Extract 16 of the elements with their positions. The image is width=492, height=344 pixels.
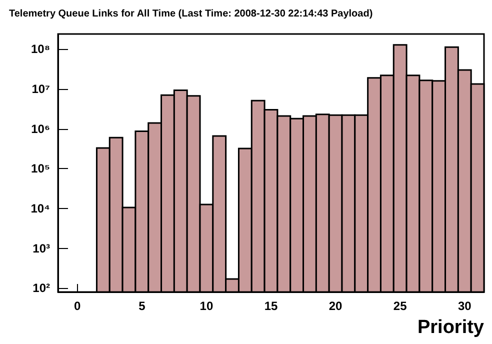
chart-title: Telemetry Queue Links for All Time (Last Time: 2008-12-30 22:14:43 Payload) [9, 8, 373, 20]
x-tick-label: 0 [74, 299, 82, 313]
y-tick-label: 10⁷ [32, 82, 50, 96]
x-tick-label: 20 [328, 299, 343, 313]
y-tick-label: 10⁴ [30, 201, 50, 216]
x-tick-label: 25 [393, 299, 408, 313]
y-tick-label: 10⁵ [31, 162, 50, 176]
x-axis-title: Priority [417, 317, 484, 338]
x-tick-label: 30 [458, 299, 472, 313]
y-tick-label: 10² [32, 281, 50, 296]
x-tick-label: 5 [138, 299, 146, 313]
y-tick-label: 10⁶ [31, 122, 50, 136]
x-tick-label: 15 [264, 299, 278, 313]
x-tick-label: 10 [200, 299, 214, 313]
y-tick-label: 10³ [32, 241, 50, 256]
y-tick-label: 10⁸ [30, 42, 50, 56]
